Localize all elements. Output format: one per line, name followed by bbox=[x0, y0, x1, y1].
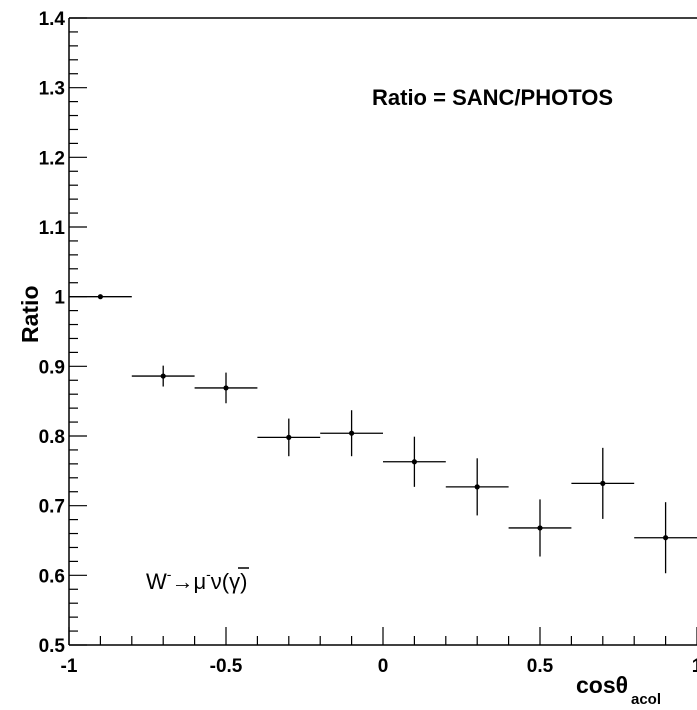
data-point bbox=[634, 502, 697, 574]
y-tick-label: 1 bbox=[54, 288, 65, 309]
point-marker bbox=[600, 480, 606, 486]
x-axis-label-main: cosθ bbox=[576, 672, 628, 698]
x-tick-label: -1 bbox=[61, 656, 78, 677]
point-marker bbox=[411, 459, 417, 465]
data-point bbox=[383, 436, 446, 487]
point-marker bbox=[160, 373, 166, 379]
process-nu: ν bbox=[211, 569, 222, 594]
y-tick-label: 0.6 bbox=[39, 566, 65, 587]
data-point bbox=[571, 447, 635, 519]
point-marker bbox=[286, 434, 292, 440]
process-w-sup: - bbox=[167, 566, 172, 582]
y-tick-label: 0.5 bbox=[39, 636, 66, 657]
y-tick-label: 1.1 bbox=[39, 218, 66, 239]
data-point bbox=[194, 372, 258, 404]
y-tick-label: 1.3 bbox=[39, 79, 65, 100]
x-tick-label: 0.5 bbox=[527, 656, 554, 677]
svg-text:W-→μ-ν(γ): W-→μ-ν(γ) bbox=[146, 566, 247, 594]
y-axis-label: Ratio bbox=[17, 286, 43, 344]
point-marker bbox=[97, 294, 103, 300]
process-mu-sup: - bbox=[206, 566, 211, 582]
x-axis-label: cosθ acol bbox=[576, 672, 661, 708]
data-point bbox=[320, 410, 383, 457]
point-marker bbox=[349, 430, 355, 436]
data-point bbox=[445, 458, 509, 516]
y-tick-label: 0.9 bbox=[39, 357, 65, 378]
y-tick-label: 1.4 bbox=[39, 9, 66, 30]
point-marker bbox=[223, 385, 229, 391]
y-tick-label: 1.2 bbox=[39, 148, 65, 169]
x-tick-label: 0 bbox=[378, 656, 389, 677]
point-marker bbox=[537, 525, 543, 531]
x-axis-label-sub: acol bbox=[631, 691, 661, 708]
x-tick-label: 1 bbox=[692, 656, 697, 677]
data-point bbox=[508, 499, 572, 557]
y-tick-label: 0.7 bbox=[39, 497, 65, 518]
data-point bbox=[131, 365, 195, 387]
y-tick-label: 0.8 bbox=[39, 427, 65, 448]
x-tick-label: -0.5 bbox=[210, 656, 243, 677]
data-point bbox=[257, 418, 321, 457]
point-marker bbox=[474, 484, 480, 490]
chart-title: Ratio = SANC/PHOTOS bbox=[372, 85, 613, 110]
process-w: W bbox=[146, 569, 167, 594]
point-marker bbox=[663, 535, 669, 541]
process-label: W-→μ-ν(γ) bbox=[146, 566, 249, 594]
process-arrow-mu: →μ bbox=[171, 569, 206, 594]
data-point bbox=[69, 294, 132, 300]
process-gamma: (γ) bbox=[222, 569, 248, 594]
